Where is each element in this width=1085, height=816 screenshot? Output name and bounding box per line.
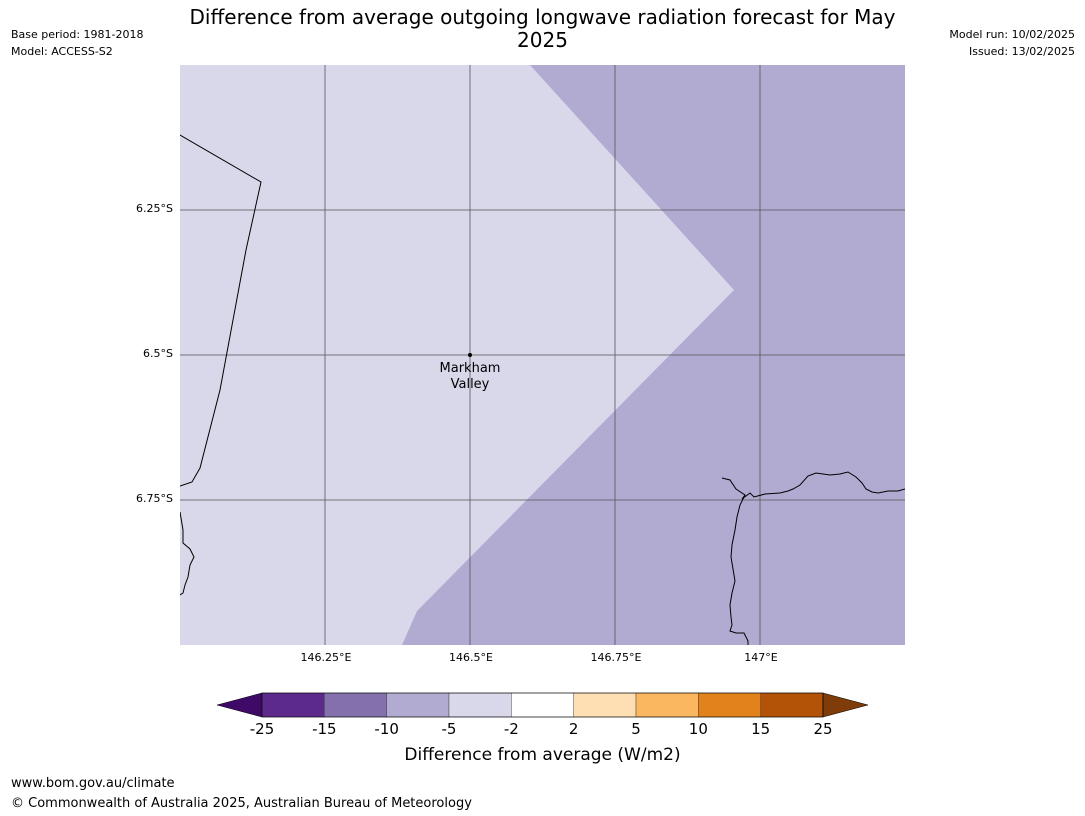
lon-tick-label: 146.25°E bbox=[300, 651, 352, 664]
colorbar-tick-label: -2 bbox=[503, 720, 519, 738]
colorbar-tick-label: -25 bbox=[249, 720, 275, 738]
meta-left: Base period: 1981-2018 Model: ACCESS-S2 bbox=[11, 26, 143, 60]
issued-date: Issued: 13/02/2025 bbox=[968, 45, 1075, 58]
meta-right: Model run: 10/02/2025 Issued: 13/02/2025 bbox=[949, 26, 1075, 60]
lat-tick-label: 6.75°S bbox=[136, 492, 173, 505]
colorbar-segment bbox=[635, 692, 699, 718]
footer-copyright: © Commonwealth of Australia 2025, Austra… bbox=[11, 796, 472, 811]
base-period: Base period: 1981-2018 bbox=[11, 28, 144, 41]
place-name-line1: Markham bbox=[440, 361, 501, 376]
colorbar-tick-label: 5 bbox=[631, 720, 641, 738]
colorbar-segment bbox=[760, 692, 824, 718]
place-marker bbox=[468, 353, 472, 357]
colorbar-segment bbox=[324, 692, 387, 718]
colorbar-tick-label: 25 bbox=[813, 720, 833, 738]
colorbar-tick-label: -5 bbox=[441, 720, 457, 738]
colorbar-segment bbox=[511, 692, 574, 718]
lon-tick-label: 146.5°E bbox=[449, 651, 493, 664]
lon-tick-label: 146.75°E bbox=[590, 651, 642, 664]
boundary-line bbox=[180, 134, 262, 487]
colorbar-tick-label: 15 bbox=[751, 720, 771, 738]
footer-url[interactable]: www.bom.gov.au/climate bbox=[11, 776, 175, 791]
forecast-map: Markham Valley bbox=[180, 65, 905, 645]
colorbar-segment bbox=[386, 692, 450, 718]
colorbar-tick-label: 10 bbox=[688, 720, 708, 738]
colorbar-tick-label: -10 bbox=[374, 720, 399, 738]
colorbar bbox=[216, 692, 869, 718]
coastlines bbox=[180, 134, 905, 645]
colorbar-segment bbox=[573, 692, 637, 718]
place-name-line2: Valley bbox=[451, 377, 490, 392]
colorbar-tick-label: -15 bbox=[312, 720, 337, 738]
colorbar-segment bbox=[261, 692, 325, 718]
coastline-east bbox=[721, 471, 905, 500]
model-name: Model: ACCESS-S2 bbox=[11, 45, 113, 58]
coastline-west bbox=[180, 511, 195, 596]
map-title: Difference from average outgoing longwav… bbox=[189, 5, 896, 52]
colorbar-label: Difference from average (W/m2) bbox=[404, 745, 681, 765]
colorbar-segments bbox=[261, 692, 824, 718]
model-run: Model run: 10/02/2025 bbox=[949, 28, 1075, 41]
lon-tick-label: 147°E bbox=[744, 651, 778, 664]
river-line bbox=[729, 494, 749, 645]
colorbar-segment bbox=[698, 692, 761, 718]
colorbar-outline bbox=[261, 692, 824, 718]
colorbar-segment bbox=[448, 692, 512, 718]
lat-tick-label: 6.25°S bbox=[136, 202, 173, 215]
colorbar-extend-low bbox=[216, 692, 263, 718]
lat-tick-label: 6.5°S bbox=[143, 347, 173, 360]
colorbar-extend-high bbox=[822, 692, 869, 718]
colorbar-tick-label: 2 bbox=[568, 720, 579, 738]
